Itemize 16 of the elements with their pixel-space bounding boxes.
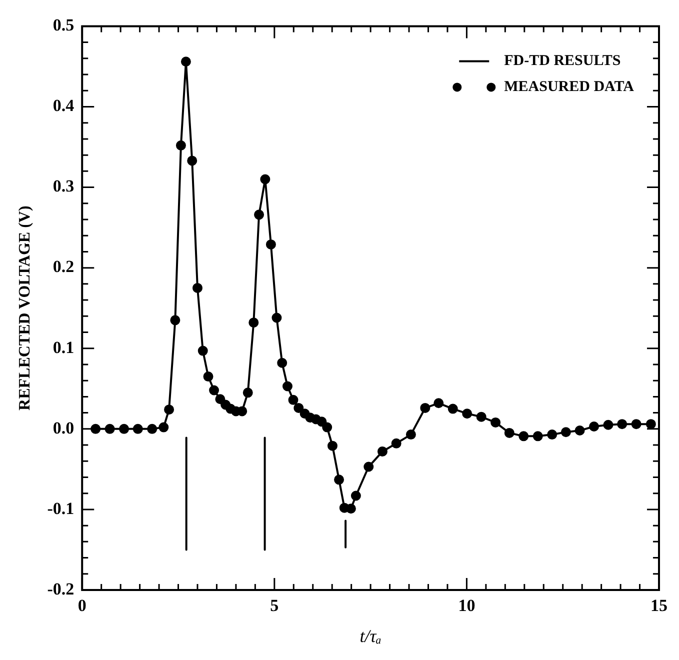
x-tick-label: 5 xyxy=(270,596,279,615)
x-tick-label: 0 xyxy=(78,596,86,615)
x-axis-title: t/τₐ xyxy=(360,626,382,646)
y-tick-label: 0.4 xyxy=(52,96,75,116)
legend-label: MEASURED DATA xyxy=(504,79,634,96)
y-tick-label: 0.5 xyxy=(52,16,74,35)
x-tick-label: 10 xyxy=(458,596,476,615)
y-tick-label: 0.0 xyxy=(52,418,74,438)
y-tick-label: -0.1 xyxy=(47,498,74,518)
y-tick-label: 0.2 xyxy=(52,257,74,276)
y-tick-label: 0.1 xyxy=(52,338,74,357)
y-tick-label: -0.2 xyxy=(47,579,74,598)
legend-label: FD-TD RESULTS xyxy=(504,53,621,70)
x-tick-label: 15 xyxy=(650,596,668,615)
y-tick-label: 0.3 xyxy=(52,176,74,196)
y-axis-title: REFLECTED VOLTAGE (V) xyxy=(16,206,34,410)
